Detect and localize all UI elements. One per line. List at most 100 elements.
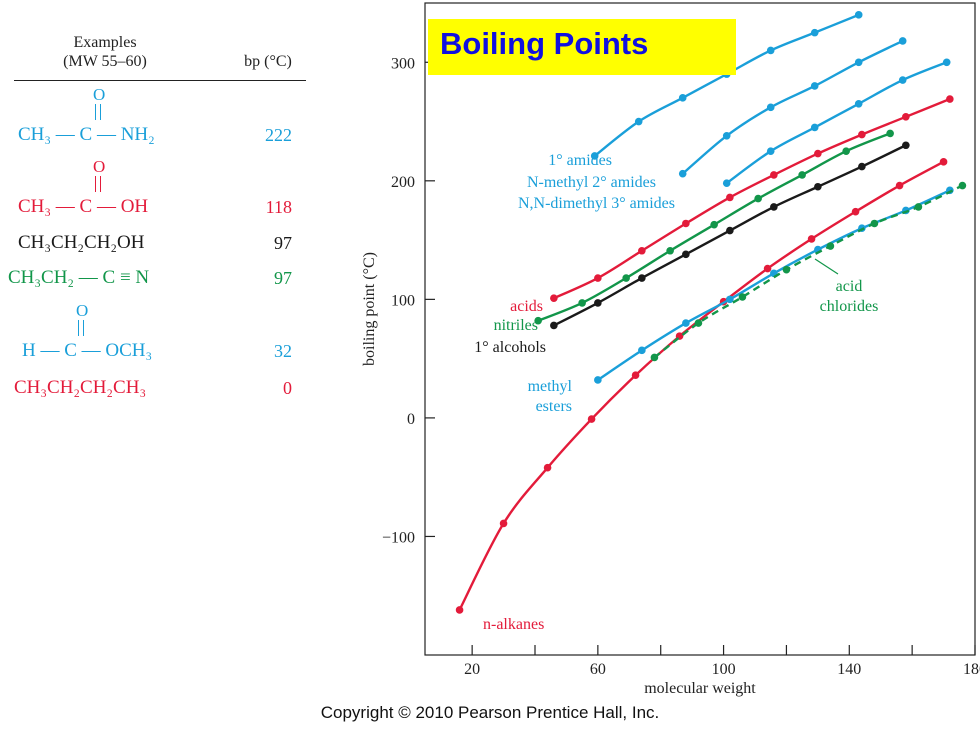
data-point <box>550 321 558 330</box>
plot-frame <box>424 2 976 656</box>
data-point <box>851 207 860 216</box>
formula: H — C — OCH₃ <box>22 340 153 361</box>
series-label: N,N-dimethyl 3° amides <box>518 195 675 212</box>
data-point <box>726 226 734 235</box>
data-point <box>634 117 643 126</box>
data-point <box>946 95 954 103</box>
data-point <box>798 171 806 179</box>
series-label: chlorides <box>820 298 879 315</box>
series-label: esters <box>536 398 572 415</box>
y-tick-label: 300 <box>391 55 415 72</box>
data-point <box>638 246 646 255</box>
data-point <box>682 250 690 259</box>
data-point <box>499 519 508 528</box>
data-point <box>678 94 687 102</box>
data-point <box>858 130 866 139</box>
series-label: 1° alcohols <box>474 339 546 356</box>
data-point <box>622 274 630 282</box>
data-point <box>826 242 835 250</box>
y-tick-label: 0 <box>407 411 415 428</box>
data-point <box>870 219 879 228</box>
series-label: methyl <box>528 378 573 395</box>
double-bond <box>95 104 101 120</box>
data-point <box>886 129 894 138</box>
data-point <box>722 131 731 140</box>
carbonyl-oxygen: O <box>93 85 106 104</box>
x-tick-label: 100 <box>712 661 736 678</box>
data-point <box>682 219 690 228</box>
data-point <box>726 193 734 202</box>
data-point <box>455 606 464 614</box>
data-point <box>782 265 791 274</box>
data-point <box>766 46 775 55</box>
data-point <box>722 179 731 187</box>
data-point <box>898 76 907 84</box>
boiling-point-chart: 20 60 100 140 180 −100 0 100 200 300 molecular wei… <box>361 2 980 697</box>
data-point <box>942 58 951 67</box>
data-point <box>810 28 819 37</box>
series-line-acid-chlorides <box>653 184 963 359</box>
series-line-n-n-dimethyl-3-amides <box>726 61 948 185</box>
data-point <box>738 293 747 301</box>
formula: CH₃CH₂CH₂OH <box>18 232 145 253</box>
data-point <box>766 147 775 155</box>
formula: CH₃CH₂ — C ≡ N <box>8 267 150 288</box>
data-point <box>810 82 819 90</box>
series-line-methyl-esters <box>597 189 951 381</box>
header-bp: bp (°C) <box>244 53 292 70</box>
x-tick-label: 140 <box>837 661 861 678</box>
bp-value: 97 <box>274 268 292 288</box>
bp-value: 97 <box>274 233 292 253</box>
bp-value: 222 <box>265 125 292 145</box>
header-examples: Examples <box>73 34 137 51</box>
data-point <box>854 11 863 19</box>
data-point <box>770 203 778 211</box>
data-point <box>578 299 586 307</box>
data-point <box>939 158 948 166</box>
data-point <box>590 152 599 160</box>
double-bond <box>78 320 84 336</box>
data-point <box>754 194 762 203</box>
data-point <box>638 274 646 282</box>
data-point <box>694 319 703 327</box>
data-point <box>895 181 904 190</box>
page-title: Boiling Points <box>440 26 649 61</box>
data-point <box>902 113 910 121</box>
data-point <box>587 415 596 423</box>
data-point <box>631 371 640 380</box>
carbonyl-oxygen: O <box>76 301 89 320</box>
series-label: n-alkanes <box>483 616 544 633</box>
data-point <box>814 182 822 191</box>
data-point <box>902 141 910 150</box>
data-point <box>550 294 558 302</box>
carbonyl-oxygen: O <box>93 157 106 176</box>
data-point <box>898 37 907 45</box>
data-point <box>766 103 775 112</box>
series-label: 1° amides <box>548 152 612 169</box>
y-axis-label: boiling point (°C) <box>361 252 378 366</box>
data-point <box>594 376 602 384</box>
bp-value: 0 <box>283 378 292 398</box>
data-point <box>858 162 866 171</box>
data-point <box>814 149 822 158</box>
series-label: acids <box>510 298 543 315</box>
header-mw: (MW 55–60) <box>63 53 147 70</box>
formula: CH₃ — C — OH <box>18 196 149 217</box>
series-line-n-methyl-2-amides <box>681 39 904 175</box>
formula: CH₃CH₂CH₂CH₃ <box>14 377 147 398</box>
examples-table: Examples (MW 55–60) bp (°C) O CH₃ — C — … <box>0 0 320 420</box>
data-point <box>710 220 718 229</box>
x-tick-label: 180 <box>963 661 980 678</box>
data-point <box>726 295 734 304</box>
header-rule <box>14 80 306 81</box>
copyright-notice: Copyright © 2010 Pearson Prentice Hall, … <box>320 703 660 722</box>
data-point <box>854 58 863 67</box>
title-banner <box>428 19 736 75</box>
x-tick-label: 60 <box>590 661 606 678</box>
data-point <box>854 99 863 108</box>
data-point <box>810 123 819 132</box>
data-point <box>914 203 923 211</box>
data-point <box>650 353 659 362</box>
series-label: acid <box>836 278 863 295</box>
series-label: N-methyl 2° amides <box>527 174 656 191</box>
